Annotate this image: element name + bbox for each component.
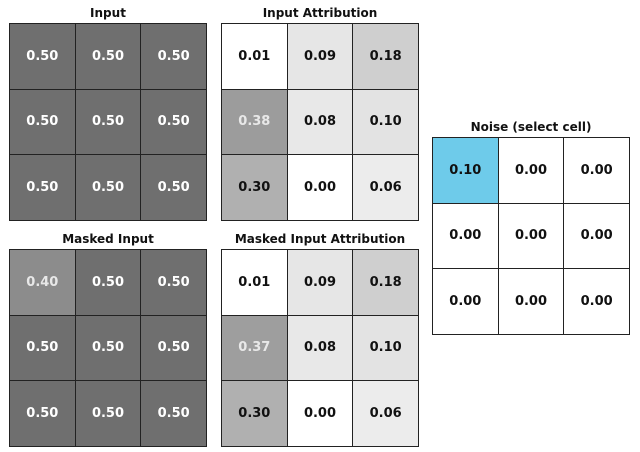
input-attribution-cell-r1-c3: 0.18 xyxy=(353,24,418,89)
masked-input-attribution-cell-r3-c1: 0.30 xyxy=(222,381,287,446)
masked-input-attribution-grid: 0.01 0.09 0.18 0.37 0.08 0.10 0.30 0.00 0.06 xyxy=(221,249,419,447)
input-attribution-cell-r1-c1: 0.01 xyxy=(222,24,287,89)
masked-input-title: Masked Input xyxy=(62,232,154,246)
input-cell-r3-c1: 0.50 xyxy=(10,155,75,220)
masked-input-panel: Masked Input 0.40 0.50 0.50 0.50 0.50 0.50 0.5… xyxy=(0,0,220,452)
masked-input-attribution-cell-r1-c3: 0.18 xyxy=(353,250,418,315)
masked-input-attribution-cell-r2-c2: 0.08 xyxy=(287,315,353,381)
masked-input-cell-r1-c3: 0.50 xyxy=(141,250,206,315)
noise-title: Noise (select cell) xyxy=(470,120,592,134)
input-attribution-panel: Input Attribution 0.01 0.09 0.18 0.38 0.08 0.… xyxy=(0,0,430,224)
masked-input-grid: 0.40 0.50 0.50 0.50 0.50 0.50 0.50 0.50 0.50 xyxy=(9,249,207,447)
input-cell-r2-c1: 0.50 xyxy=(10,89,75,155)
input-attribution-title: Input Attribution xyxy=(262,6,378,20)
masked-input-cell-r1-c2: 0.50 xyxy=(75,250,141,315)
masked-input-attribution-cell-r1-c1: 0.01 xyxy=(222,250,287,315)
noise-cell-r1-c2[interactable]: 0.00 xyxy=(498,138,564,203)
input-cell-r1-c1: 0.50 xyxy=(10,24,75,89)
noise-cell-r2-c1[interactable]: 0.00 xyxy=(433,203,498,269)
input-attribution-cell-r2-c3: 0.10 xyxy=(353,89,418,155)
noise-cell-r1-c1[interactable]: 0.10 xyxy=(433,138,498,203)
noise-cell-r1-c3[interactable]: 0.00 xyxy=(564,138,629,203)
input-cell-r3-c3: 0.50 xyxy=(141,155,206,220)
noise-panel: Noise (select cell) 0.10 0.00 0.00 0.00 0.00… xyxy=(432,120,630,335)
noise-cell-r3-c1[interactable]: 0.00 xyxy=(433,269,498,334)
masked-input-cell-r2-c3: 0.50 xyxy=(141,315,206,381)
masked-input-attribution-cell-r2-c1: 0.37 xyxy=(222,315,287,381)
input-attribution-grid: 0.01 0.09 0.18 0.38 0.08 0.10 0.30 0.00 0.06 xyxy=(221,23,419,221)
input-attribution-cell-r1-c2: 0.09 xyxy=(287,24,353,89)
noise-cell-r3-c3[interactable]: 0.00 xyxy=(564,269,629,334)
masked-input-attribution-title: Masked Input Attribution xyxy=(234,232,406,246)
masked-input-attribution-cell-r1-c2: 0.09 xyxy=(287,250,353,315)
masked-input-attribution-cell-r3-c2: 0.00 xyxy=(287,381,353,446)
noise-grid[interactable]: 0.10 0.00 0.00 0.00 0.00 0.00 0.00 0.00 0.00 xyxy=(432,137,630,335)
masked-input-cell-r3-c2: 0.50 xyxy=(75,381,141,446)
noise-cell-r2-c2[interactable]: 0.00 xyxy=(498,203,564,269)
input-cell-r1-c2: 0.50 xyxy=(75,24,141,89)
noise-cell-r3-c2[interactable]: 0.00 xyxy=(498,269,564,334)
input-attribution-cell-r3-c1: 0.30 xyxy=(222,155,287,220)
masked-input-cell-r3-c3: 0.50 xyxy=(141,381,206,446)
input-attribution-cell-r2-c2: 0.08 xyxy=(287,89,353,155)
input-grid: 0.50 0.50 0.50 0.50 0.50 0.50 0.50 0.50 0.50 xyxy=(9,23,207,221)
input-attribution-cell-r2-c1: 0.38 xyxy=(222,89,287,155)
masked-input-attribution-panel: Masked Input Attribution 0.01 0.09 0.18 0.3… xyxy=(221,232,419,447)
masked-input-cell-r2-c1: 0.50 xyxy=(10,315,75,381)
input-title: Input xyxy=(90,6,126,20)
masked-input-cell-r2-c2: 0.50 xyxy=(75,315,141,381)
input-panel: Input 0.50 0.50 0.50 0.50 0.50 0.50 0.50 0.50 0.… xyxy=(0,0,220,224)
input-cell-r1-c3: 0.50 xyxy=(141,24,206,89)
masked-input-cell-r3-c1: 0.50 xyxy=(10,381,75,446)
input-cell-r2-c2: 0.50 xyxy=(75,89,141,155)
input-attribution-cell-r3-c3: 0.06 xyxy=(353,155,418,220)
masked-input-attribution-cell-r3-c3: 0.06 xyxy=(353,381,418,446)
masked-input-attribution-cell-r2-c3: 0.10 xyxy=(353,315,418,381)
input-cell-r2-c3: 0.50 xyxy=(141,89,206,155)
masked-input-cell-r1-c1: 0.40 xyxy=(10,250,75,315)
input-cell-r3-c2: 0.50 xyxy=(75,155,141,220)
noise-cell-r2-c3[interactable]: 0.00 xyxy=(564,203,629,269)
input-attribution-cell-r3-c2: 0.00 xyxy=(287,155,353,220)
